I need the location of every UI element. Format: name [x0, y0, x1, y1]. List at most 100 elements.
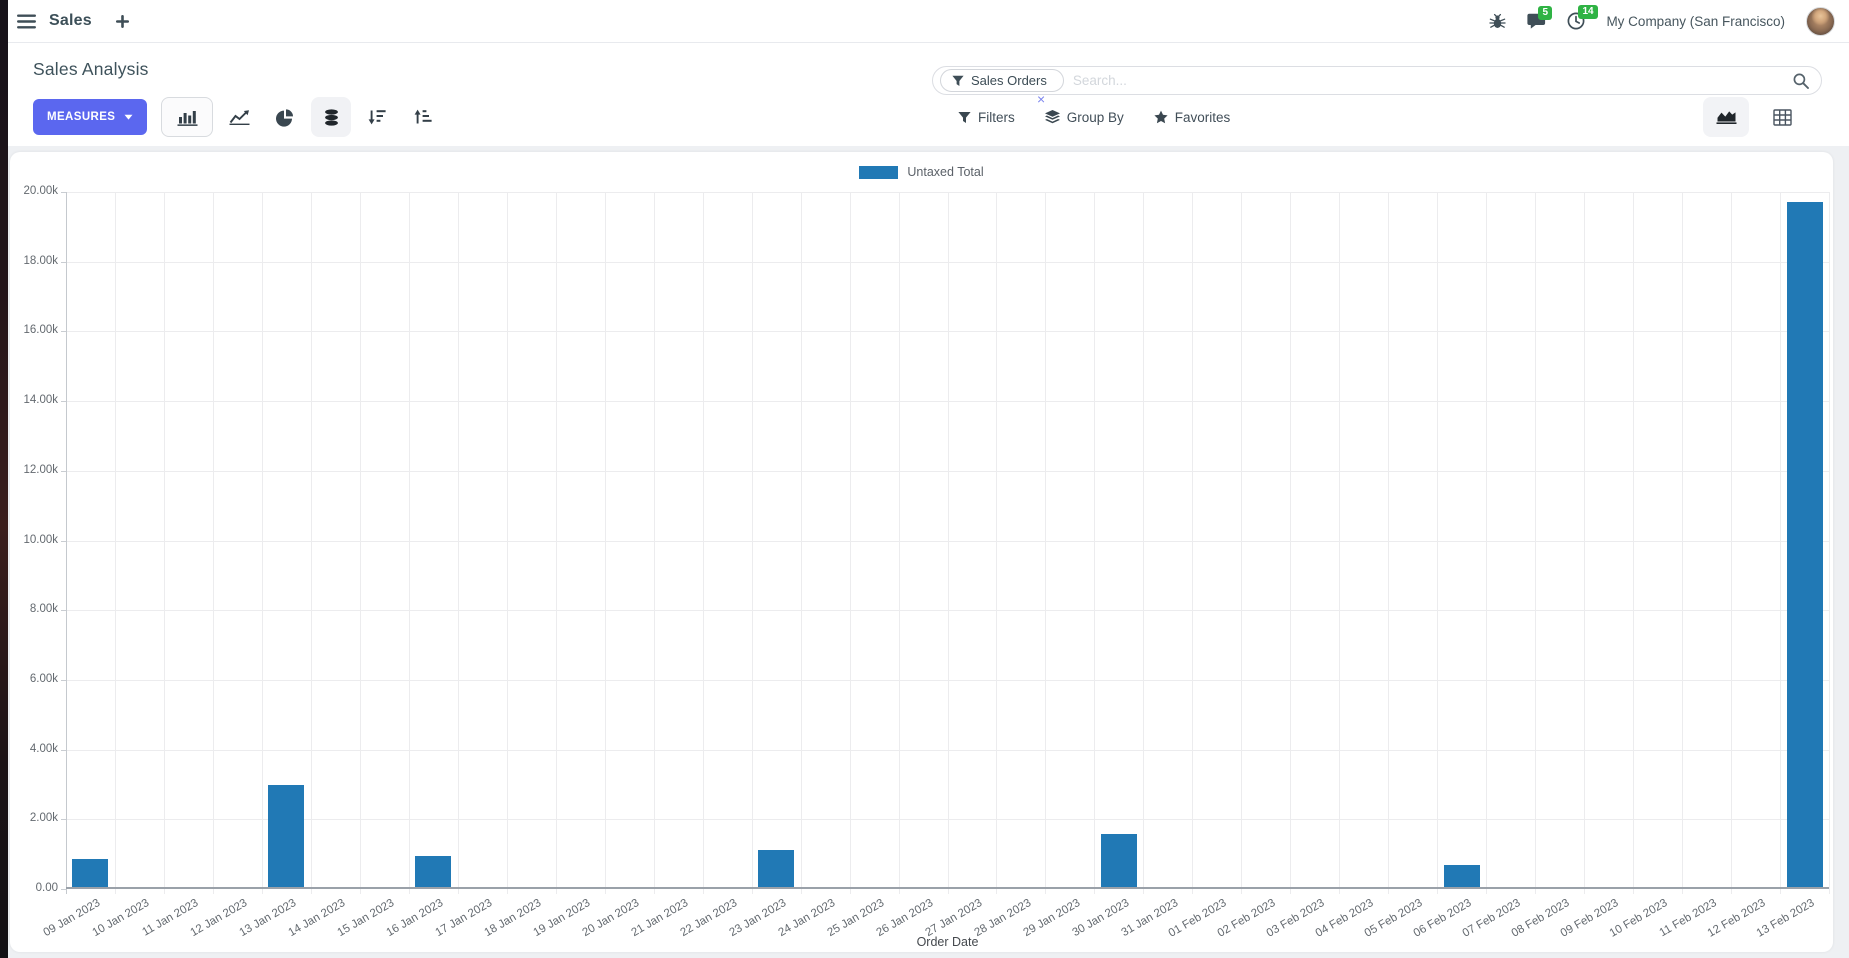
pivot-view-button[interactable]	[1759, 97, 1805, 137]
v-gridline	[311, 192, 312, 894]
y-tick-label: 18.00k	[23, 255, 58, 267]
company-switcher[interactable]: My Company (San Francisco)	[1606, 13, 1785, 29]
bar-13-feb-2023[interactable]	[1787, 202, 1823, 889]
v-gridline	[360, 192, 361, 894]
odoo-app-window: Sales	[8, 0, 1849, 958]
v-gridline	[409, 192, 410, 894]
v-gridline	[1094, 192, 1095, 894]
view-switcher	[1703, 97, 1805, 137]
star-icon	[1154, 110, 1168, 124]
bar-06-feb-2023[interactable]	[1444, 865, 1480, 889]
v-gridline	[1682, 192, 1683, 894]
v-gridline	[1829, 192, 1830, 894]
x-axis-line	[66, 887, 1829, 889]
group-by-label: Group By	[1066, 109, 1124, 125]
activities-count-badge: 14	[1578, 5, 1598, 19]
v-gridline	[1192, 192, 1193, 894]
bar-09-jan-2023[interactable]	[72, 859, 108, 889]
page-title: Sales Analysis	[33, 59, 149, 79]
bar-23-jan-2023[interactable]	[758, 850, 794, 889]
x-axis-title: Order Date	[916, 935, 979, 949]
y-tick-label: 6.00k	[29, 673, 58, 685]
v-gridline	[262, 192, 263, 894]
navbar-right: 5 14 My Company (San Francisco)	[1489, 5, 1835, 36]
h-gridline	[66, 471, 1829, 472]
search-facet-sales-orders[interactable]: Sales Orders	[940, 69, 1064, 92]
v-gridline	[164, 192, 165, 894]
graph-view-button[interactable]	[1703, 97, 1749, 137]
bar-13-jan-2023[interactable]	[268, 785, 304, 889]
sort-ascending-button[interactable]	[403, 97, 443, 137]
bar-chart-button[interactable]	[161, 97, 214, 137]
y-tick-mark	[61, 750, 66, 751]
plus-icon[interactable]	[115, 14, 129, 28]
v-gridline	[850, 192, 851, 894]
v-gridline	[703, 192, 704, 894]
v-gridline	[213, 192, 214, 894]
search-bar[interactable]: Sales Orders ×	[932, 66, 1822, 106]
pie-chart-button[interactable]	[265, 97, 305, 137]
v-gridline	[605, 192, 606, 894]
v-gridline	[1143, 192, 1144, 894]
y-tick-label: 10.00k	[23, 534, 58, 546]
y-tick-label: 2.00k	[29, 812, 58, 824]
y-tick-label: 16.00k	[23, 324, 58, 336]
messages-count-badge: 5	[1538, 5, 1552, 20]
line-chart-button[interactable]	[219, 97, 259, 137]
chart-type-switcher	[161, 97, 443, 137]
legend-label: Untaxed Total	[907, 165, 984, 179]
y-tick-label: 20.00k	[23, 185, 58, 197]
bar-16-jan-2023[interactable]	[415, 856, 451, 889]
favorites-menu[interactable]: Favorites	[1154, 109, 1231, 125]
messages-icon[interactable]: 5	[1527, 5, 1552, 30]
v-gridline	[1535, 192, 1536, 894]
h-gridline	[66, 819, 1829, 820]
area-chart-icon	[1716, 111, 1736, 124]
bar-chart-plot: 0.00 2.00k 4.00k 6.00k 8.00k 10.00k 12.00k 14.0…	[23, 185, 1830, 940]
y-tick-mark	[61, 889, 66, 890]
y-tick-mark	[61, 401, 66, 402]
v-gridline	[948, 192, 949, 894]
y-tick-mark	[61, 331, 66, 332]
y-tick-label: 12.00k	[23, 464, 58, 476]
filters-label: Filters	[978, 109, 1015, 125]
legend-color-swatch	[859, 165, 899, 179]
measures-label: MEASURES	[47, 111, 116, 123]
layers-icon	[1044, 110, 1060, 124]
stacked-toggle-button[interactable]	[311, 97, 352, 137]
y-tick-mark	[61, 541, 66, 542]
app-brand-sales[interactable]: Sales	[49, 12, 92, 29]
activities-clock-icon[interactable]: 14	[1567, 5, 1598, 30]
sort-descending-button[interactable]	[357, 97, 397, 137]
h-gridline	[66, 192, 1829, 193]
y-tick-label: 0.00	[35, 882, 58, 894]
chart-legend[interactable]: Untaxed Total	[10, 165, 1833, 179]
h-gridline	[66, 541, 1829, 542]
y-tick-mark	[61, 819, 66, 820]
hamburger-menu-icon[interactable]	[17, 14, 36, 29]
v-gridline	[556, 192, 557, 894]
search-icon[interactable]	[1793, 73, 1809, 89]
v-gridline	[1633, 192, 1634, 894]
search-input[interactable]	[1072, 73, 1793, 88]
favorites-label: Favorites	[1174, 109, 1231, 125]
h-gridline	[66, 680, 1829, 681]
measures-button[interactable]: MEASURES	[33, 99, 148, 135]
v-gridline	[899, 192, 900, 894]
bar-30-jan-2023[interactable]	[1101, 834, 1137, 889]
h-gridline	[66, 262, 1829, 263]
filters-menu[interactable]: Filters	[958, 110, 1015, 125]
v-gridline	[1584, 192, 1585, 894]
bug-icon[interactable]	[1489, 13, 1507, 30]
filter-funnel-icon	[958, 111, 971, 123]
facet-remove-icon[interactable]: ×	[1037, 91, 1046, 107]
v-gridline	[752, 192, 753, 894]
search-options: Filters Group By Favorites	[958, 97, 1230, 137]
group-by-menu[interactable]: Group By	[1044, 109, 1124, 125]
v-gridline	[115, 192, 116, 894]
y-tick-mark	[61, 610, 66, 611]
v-gridline	[996, 192, 997, 894]
top-navbar: Sales	[8, 0, 1849, 43]
user-avatar[interactable]	[1806, 6, 1835, 36]
chevron-down-icon	[124, 114, 133, 120]
